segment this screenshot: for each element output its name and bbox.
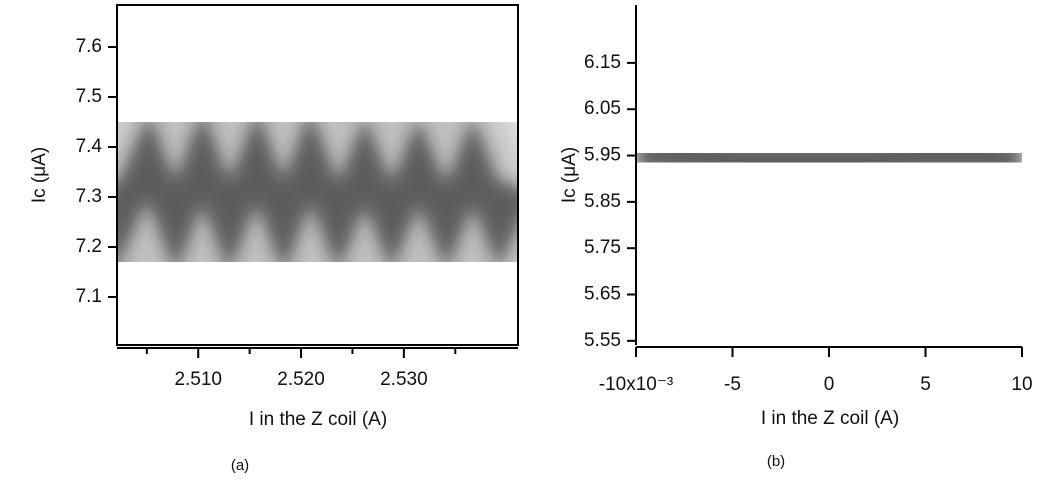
plot-area: [636, 100, 1022, 216]
y-tick-label: 7.4: [76, 136, 103, 157]
y-tick-label: 5.55: [584, 330, 621, 351]
y-tick-label: 5.95: [584, 145, 621, 166]
x-tick-label: 5: [920, 374, 931, 395]
plot-area: [117, 5, 518, 345]
x-tick-label: 10: [1011, 374, 1032, 395]
x-tick-label: 2.530: [380, 369, 428, 390]
y-tick-label: 7.3: [76, 186, 102, 207]
y-axis-label: Ic (μA): [29, 147, 50, 203]
x-tick-label: -5: [724, 374, 741, 395]
x-tick-label: -10x10⁻³: [599, 374, 673, 395]
y-tick-label: 7.1: [76, 286, 102, 307]
plot-frame: [116, 4, 519, 346]
panel-caption: (b): [767, 453, 785, 470]
x-axis-label: I in the Z coil (A): [249, 409, 387, 430]
y-tick-label: 6.05: [584, 98, 621, 119]
y-axis-label: Ic (μA): [559, 147, 580, 203]
density-ridge: [636, 138, 1022, 178]
x-tick-label: 2.510: [174, 369, 222, 390]
y-tick-label: 5.65: [584, 284, 621, 305]
y-tick-label: 5.85: [584, 191, 621, 212]
x-tick-label: 0: [824, 374, 835, 395]
y-tick-label: 7.2: [76, 236, 102, 257]
y-tick-label: 7.5: [76, 86, 102, 107]
x-tick-label: 2.520: [277, 369, 325, 390]
y-tick-label: 5.75: [584, 237, 621, 258]
density-ridge: [117, 109, 518, 275]
x-axis-label: I in the Z coil (A): [761, 408, 899, 429]
y-tick-label: 6.15: [584, 52, 621, 73]
y-tick-label: 7.6: [76, 36, 102, 57]
panel-caption: (a): [231, 457, 249, 474]
